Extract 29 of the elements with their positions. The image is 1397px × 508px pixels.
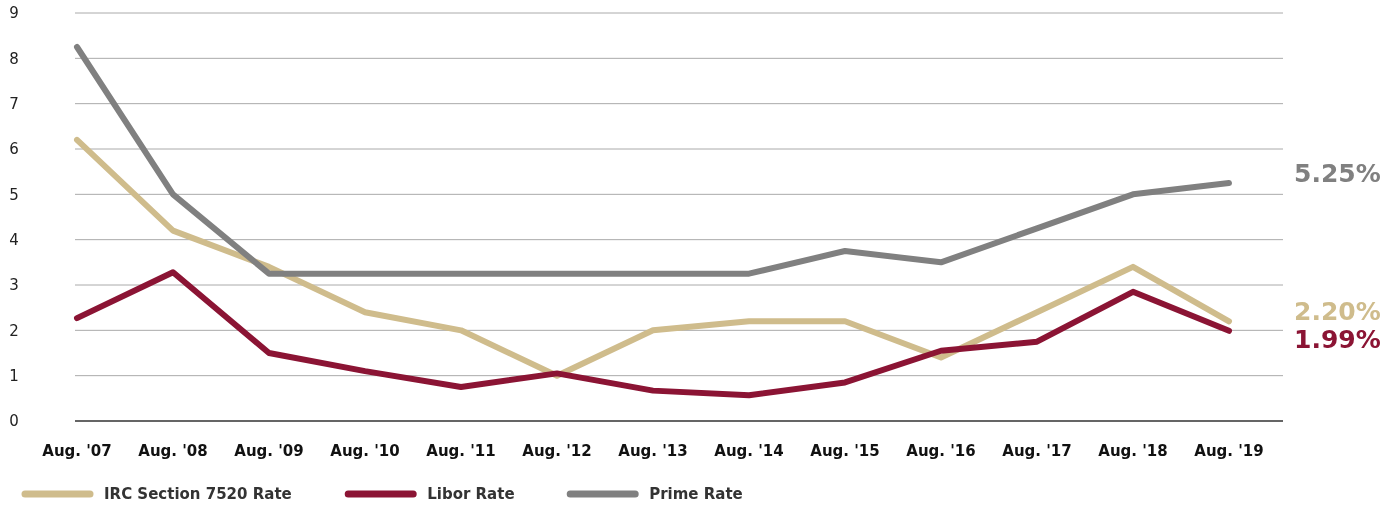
x-tick-label: Aug. '13 [618, 442, 688, 460]
x-tick-label: Aug. '11 [426, 442, 496, 460]
x-tick-label: Aug. '16 [906, 442, 976, 460]
x-tick-label: Aug. '18 [1098, 442, 1168, 460]
y-tick-label: 6 [9, 140, 19, 159]
legend-label: Libor Rate [427, 485, 515, 504]
x-tick-label: Aug. '14 [714, 442, 784, 460]
x-tick-label: Aug. '08 [138, 442, 208, 460]
x-tick-label: Aug. '09 [234, 442, 304, 460]
x-tick-label: Aug. '19 [1194, 442, 1264, 460]
y-tick-label: 0 [9, 412, 19, 431]
y-tick-label: 1 [9, 366, 19, 385]
y-tick-label: 4 [9, 230, 19, 249]
y-tick-label: 7 [9, 94, 19, 113]
y-tick-label: 3 [9, 276, 19, 295]
x-tick-label: Aug. '15 [810, 442, 880, 460]
legend-label: IRC Section 7520 Rate [104, 485, 292, 504]
annotation: 1.99% [1294, 325, 1381, 355]
x-tick-label: Aug. '07 [42, 442, 112, 460]
legend-label: Prime Rate [649, 485, 743, 504]
y-tick-label: 9 [9, 4, 19, 23]
y-tick-label: 2 [9, 321, 19, 340]
x-tick-label: Aug. '12 [522, 442, 592, 460]
annotation: 5.25% [1294, 158, 1381, 188]
x-tick-label: Aug. '17 [1002, 442, 1072, 460]
x-tick-label: Aug. '10 [330, 442, 400, 460]
y-tick-label: 8 [9, 49, 19, 68]
annotation: 2.20% [1294, 297, 1381, 327]
y-tick-label: 5 [9, 185, 19, 204]
